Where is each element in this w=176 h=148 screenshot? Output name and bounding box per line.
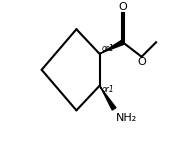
Text: O: O [118, 2, 127, 12]
Polygon shape [99, 86, 116, 110]
Text: or1: or1 [102, 85, 114, 94]
Polygon shape [99, 40, 124, 54]
Text: O: O [137, 57, 146, 67]
Text: or1: or1 [102, 44, 114, 53]
Text: NH₂: NH₂ [115, 112, 137, 123]
